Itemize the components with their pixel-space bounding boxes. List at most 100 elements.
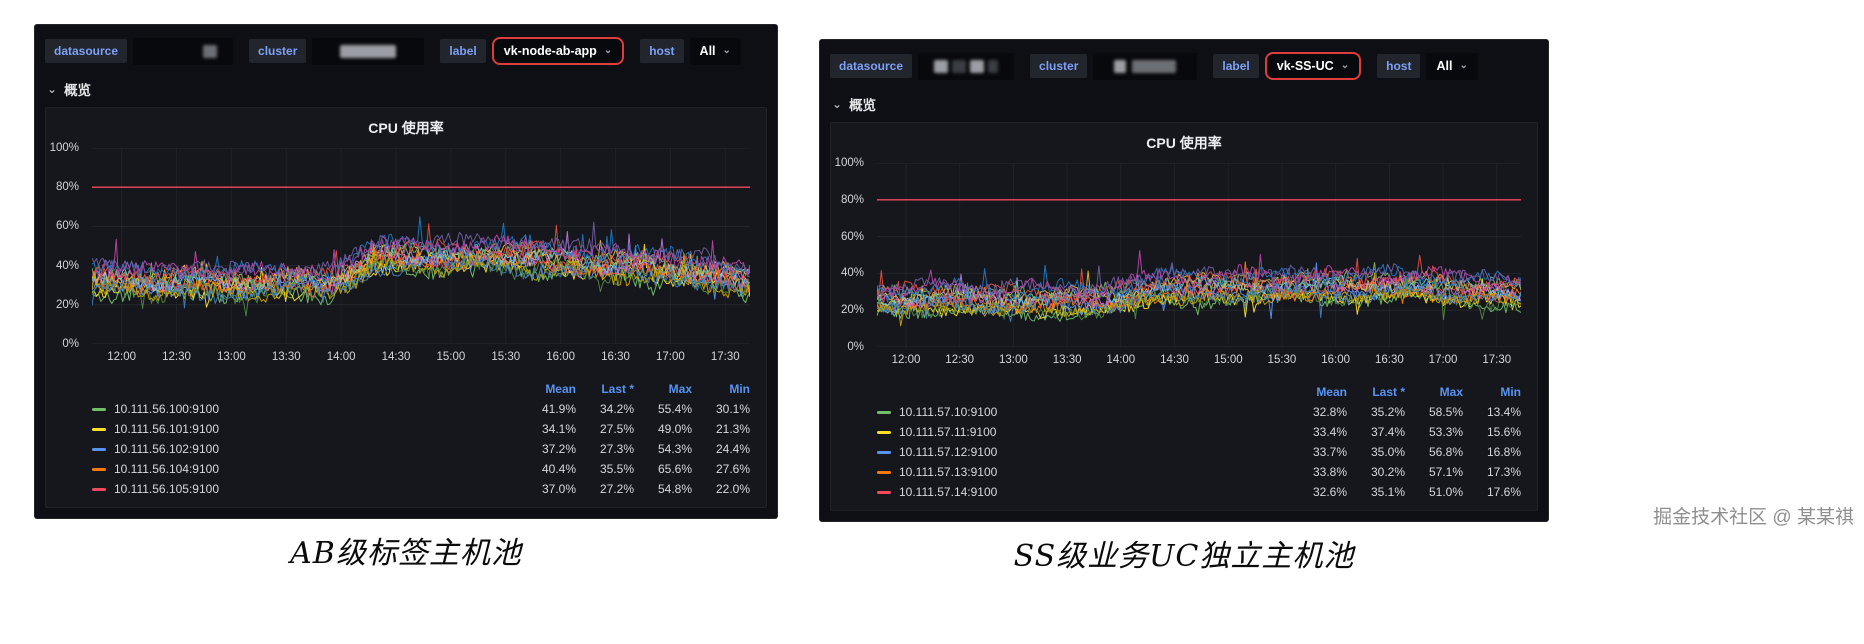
legend-stat-header[interactable]: Mean xyxy=(1316,385,1347,399)
legend-stat-value: 22.0% xyxy=(715,482,750,496)
legend-series-name[interactable]: 10.111.57.13:9100 xyxy=(899,465,998,479)
label-label: label xyxy=(440,39,486,63)
chevron-down-icon: ⌄ xyxy=(722,45,731,56)
legend-stat-value: 33.4% xyxy=(1312,425,1347,439)
series-line xyxy=(877,273,1521,325)
legend-stat-value: 30.1% xyxy=(715,402,750,416)
legend-stat-value: 30.2% xyxy=(1370,465,1405,479)
x-axis-label: 12:30 xyxy=(162,351,191,363)
x-axis-label: 14:00 xyxy=(1106,354,1136,366)
legend-stat-value: 37.4% xyxy=(1370,425,1405,439)
legend-stat-value: 58.5% xyxy=(1428,405,1463,419)
cluster-variable: cluster xyxy=(1030,52,1198,80)
x-axis-label: 16:00 xyxy=(1321,354,1351,366)
y-axis-label: 40% xyxy=(55,259,79,272)
legend-series-name[interactable]: 10.111.56.104:9100 xyxy=(114,462,219,476)
legend-stat-value: 54.3% xyxy=(657,442,692,456)
x-axis-label: 15:30 xyxy=(1267,354,1297,366)
datasource-dropdown[interactable] xyxy=(133,37,234,65)
panel-title: CPU 使用率 xyxy=(1146,135,1222,151)
host-dropdown[interactable]: All ⌄ xyxy=(689,37,741,65)
legend-stat-header[interactable]: Mean xyxy=(545,382,576,396)
legend-stat-value: 37.2% xyxy=(541,442,576,456)
legend-stat-header[interactable]: Last * xyxy=(1372,385,1405,399)
host-label: host xyxy=(640,39,684,63)
figure-left: datasource cluster label vk-node-ab-app … xyxy=(35,25,777,572)
series-line xyxy=(92,240,750,289)
series-color-marker xyxy=(92,407,106,411)
cluster-dropdown[interactable] xyxy=(312,37,425,65)
cpu-usage-panel: CPU 使用率 0% 20% 40% 60% 80% 100% 12:00 12:30 13:… xyxy=(45,107,767,508)
legend-stat-header[interactable]: Min xyxy=(1500,385,1521,399)
y-axis-label: 20% xyxy=(840,304,864,317)
legend-stat-value: 40.4% xyxy=(541,462,576,476)
variables-toolbar: datasource cluster lab xyxy=(830,48,1538,84)
y-axis-label: 0% xyxy=(62,338,79,350)
grafana-dashboard-right: datasource cluster lab xyxy=(820,40,1548,521)
chart-canvas[interactable] xyxy=(877,163,1521,347)
section-overview[interactable]: ⌄ 概览 xyxy=(832,94,1536,114)
redacted-value xyxy=(1114,59,1127,73)
legend-stat-value: 65.6% xyxy=(657,462,692,476)
series-color-marker xyxy=(92,427,106,431)
legend-stat-value: 32.6% xyxy=(1312,485,1347,499)
legend-stat-value: 35.1% xyxy=(1370,485,1405,499)
legend-stat-value: 33.8% xyxy=(1312,465,1347,479)
cpu-usage-chart[interactable] xyxy=(92,148,750,344)
legend-series-name[interactable]: 10.111.56.102:9100 xyxy=(114,442,219,456)
series-line xyxy=(92,253,750,308)
legend-stat-header[interactable]: Min xyxy=(729,382,750,396)
legend-stat-header[interactable]: Max xyxy=(668,382,692,396)
redacted-value xyxy=(970,59,985,73)
legend-header-row: Mean Last * Max Min xyxy=(877,382,1521,402)
watermark: 掘金技术社区 @ 某某祺 xyxy=(1653,507,1854,528)
legend-series-name[interactable]: 10.111.56.105:9100 xyxy=(114,482,219,496)
legend-stat-value: 17.6% xyxy=(1486,485,1521,499)
grafana-dashboard-left: datasource cluster label vk-node-ab-app … xyxy=(35,25,777,518)
y-axis-label: 60% xyxy=(840,230,864,243)
legend-stat-value: 34.2% xyxy=(599,402,634,416)
x-axis-label: 16:00 xyxy=(546,351,576,363)
cpu-usage-chart[interactable] xyxy=(877,163,1521,347)
chevron-down-icon: ⌄ xyxy=(1459,60,1468,71)
figure-caption: SS级业务UC独立主机池 xyxy=(1013,539,1355,574)
legend-series-name[interactable]: 10.111.56.100:9100 xyxy=(114,402,219,416)
legend-series-name[interactable]: 10.111.57.14:9100 xyxy=(899,485,998,499)
y-axis-label: 0% xyxy=(847,341,864,353)
label-dropdown[interactable]: vk-node-ab-app ⌄ xyxy=(491,36,625,66)
x-axis-label: 13:30 xyxy=(271,351,301,363)
legend-stat-header[interactable]: Last * xyxy=(601,382,634,396)
y-axis: 0% 20% 40% 60% 80% 100% xyxy=(46,142,86,350)
series-line xyxy=(92,217,750,286)
x-axis-label: 17:00 xyxy=(655,351,685,363)
redacted-value xyxy=(952,59,967,73)
legend-stat-header[interactable]: Max xyxy=(1439,385,1463,399)
legend-series-name[interactable]: 10.111.57.10:9100 xyxy=(899,405,998,419)
legend-stat-value: 21.3% xyxy=(715,422,750,436)
datasource-dropdown[interactable] xyxy=(918,52,1015,80)
label-dropdown[interactable]: vk-SS-UC ⌄ xyxy=(1264,51,1362,81)
legend-row: 10.111.56.104:9100 40.4% 35.5% 65.6% 27.6% xyxy=(92,459,750,479)
figure-right: datasource cluster lab xyxy=(820,40,1548,575)
legend-row: 10.111.56.100:9100 41.9% 34.2% 55.4% 30.1% xyxy=(92,399,750,419)
x-axis-label: 17:00 xyxy=(1428,354,1458,366)
cluster-dropdown[interactable] xyxy=(1093,52,1198,80)
legend-series-name[interactable]: 10.111.56.101:9100 xyxy=(114,422,219,436)
cluster-variable: cluster xyxy=(249,37,425,65)
host-variable: host All ⌄ xyxy=(1377,52,1478,80)
host-dropdown[interactable]: All ⌄ xyxy=(1426,52,1478,80)
legend-series-name[interactable]: 10.111.57.11:9100 xyxy=(899,425,997,439)
legend-row: 10.111.57.10:9100 32.8% 35.2% 58.5% 13.4% xyxy=(877,402,1521,422)
section-title: 概览 xyxy=(64,83,92,98)
datasource-variable: datasource xyxy=(45,37,234,65)
label-dropdown-value: vk-SS-UC xyxy=(1276,58,1334,73)
legend-stat-value: 13.4% xyxy=(1486,405,1521,419)
x-axis-label: 17:30 xyxy=(710,351,740,363)
series-color-marker xyxy=(92,487,106,491)
legend-row: 10.111.57.12:9100 33.7% 35.0% 56.8% 16.8% xyxy=(877,442,1521,462)
section-overview[interactable]: ⌄ 概览 xyxy=(47,79,765,99)
chart-canvas[interactable] xyxy=(92,148,750,344)
x-axis-label: 15:30 xyxy=(491,351,521,363)
legend-series-name[interactable]: 10.111.57.12:9100 xyxy=(899,445,998,459)
legend-stat-value: 55.4% xyxy=(657,402,692,416)
